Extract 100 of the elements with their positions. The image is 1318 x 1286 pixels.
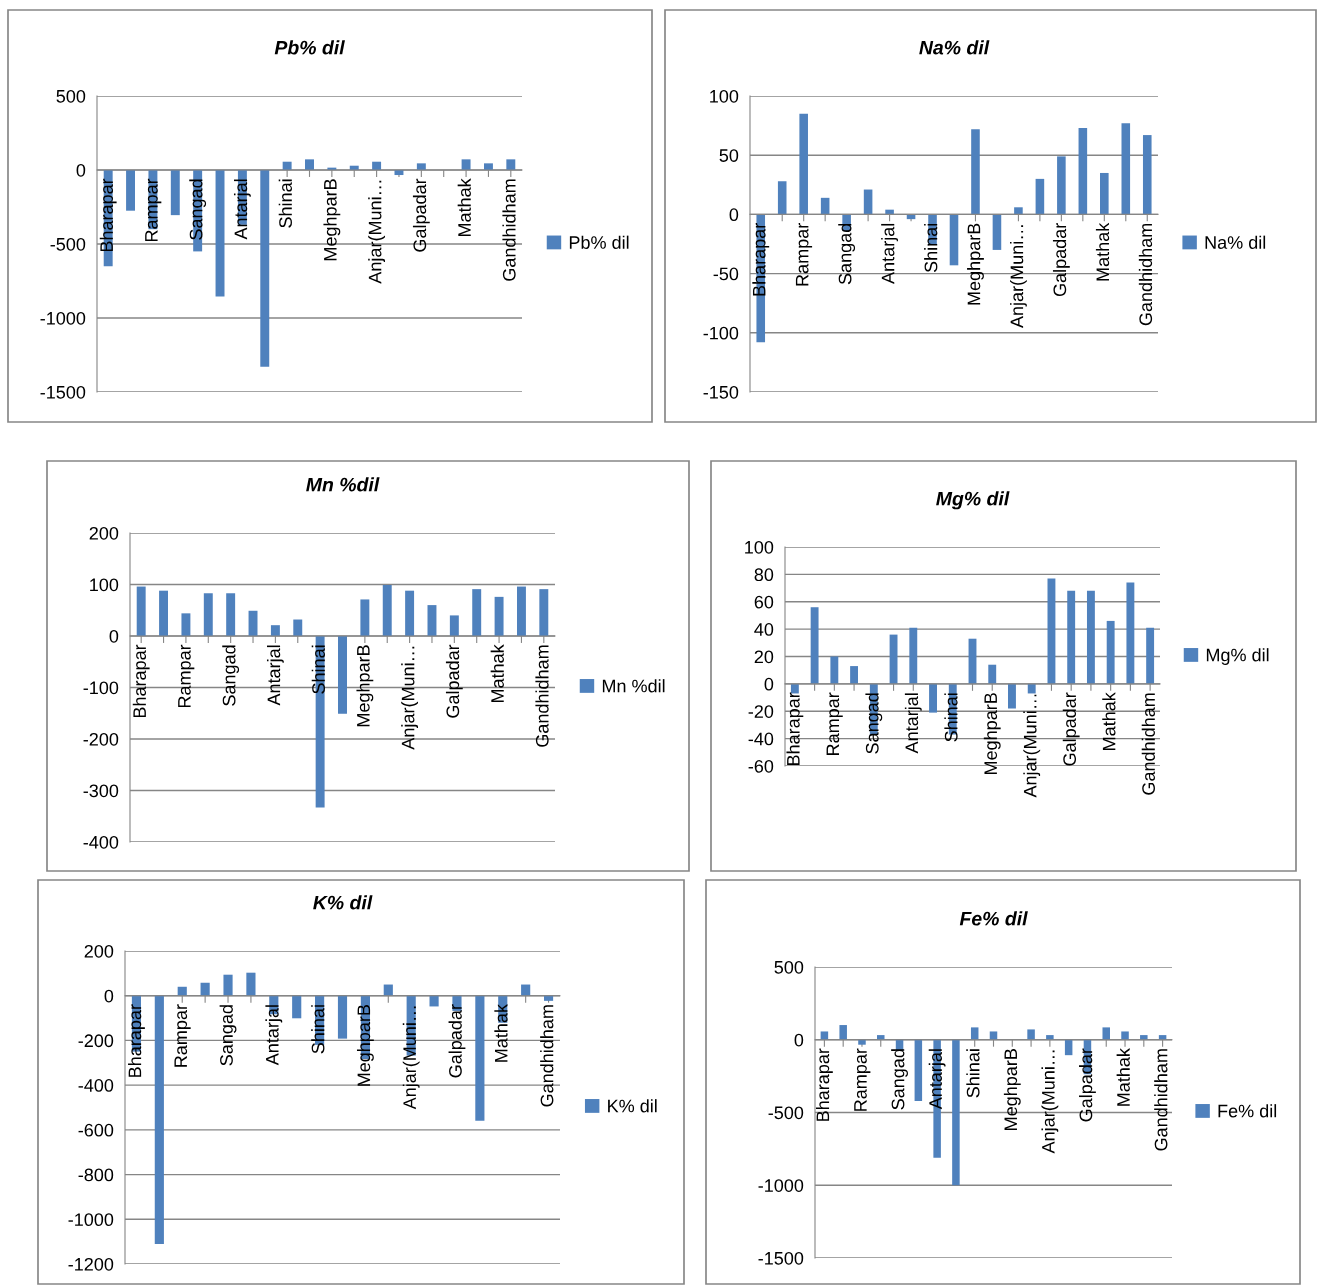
bar xyxy=(181,613,191,636)
bar xyxy=(226,593,236,636)
bar xyxy=(989,1031,998,1040)
y-tick-label: 0 xyxy=(794,1033,804,1047)
y-tick-label: -50 xyxy=(713,267,739,281)
x-tick-label: Sangad xyxy=(865,693,883,754)
y-tick-label: -500 xyxy=(50,237,86,251)
x-tick-label: Anjar(Muni… xyxy=(368,180,386,284)
bar xyxy=(1102,1027,1110,1040)
x-tick-label: Rampar xyxy=(174,1004,191,1067)
bar xyxy=(305,159,314,170)
x-tick-label: Anjar(Muni… xyxy=(1010,225,1027,329)
y-tick-label: -200 xyxy=(78,1034,114,1048)
y-tick-label: -100 xyxy=(83,681,119,695)
bar xyxy=(136,586,146,636)
y-tick-label: 0 xyxy=(76,163,86,177)
bar xyxy=(1106,620,1115,684)
bar xyxy=(159,590,169,636)
x-tick-label: Shinai xyxy=(311,1005,325,1054)
bar xyxy=(270,625,280,636)
bar xyxy=(970,1027,979,1040)
y-tick-label: 200 xyxy=(89,526,119,540)
y-tick-label: 500 xyxy=(56,89,86,103)
x-tick-label: Antarjal xyxy=(904,693,922,754)
bar xyxy=(494,596,504,636)
bar xyxy=(863,189,873,215)
x-tick-label: Antarjal xyxy=(265,1005,283,1066)
y-tick-label: -500 xyxy=(768,1106,804,1120)
x-tick-label: Shinai xyxy=(944,693,958,742)
x-tick-label: Anjar(Muni… xyxy=(1041,1050,1059,1154)
y-tick-label: -600 xyxy=(78,1123,114,1137)
bar xyxy=(1046,1035,1054,1040)
x-tick-label: Mathak xyxy=(1116,1048,1130,1106)
bar xyxy=(200,982,210,996)
bar xyxy=(1057,156,1066,215)
chart-title: Mn %dil xyxy=(306,477,380,492)
bar xyxy=(820,197,830,215)
x-tick-label: MeghparB xyxy=(356,645,374,727)
bar xyxy=(543,995,554,1001)
bar xyxy=(1067,590,1076,684)
bar xyxy=(971,129,980,215)
bar xyxy=(1078,127,1088,215)
x-tick-label: Rampar xyxy=(854,1048,871,1111)
bar xyxy=(449,615,459,636)
x-tick-label: MeghparB xyxy=(1003,1049,1021,1130)
y-tick-label: -400 xyxy=(83,835,119,849)
bar xyxy=(952,1039,960,1186)
x-tick-label: MeghparB xyxy=(356,1004,374,1086)
y-tick-label: 100 xyxy=(745,540,774,554)
x-tick-label: Mathak xyxy=(457,178,471,237)
x-tick-label: Gandhidham xyxy=(535,645,549,747)
bar xyxy=(427,605,437,636)
bar xyxy=(516,586,526,636)
x-tick-label: Sangad xyxy=(189,179,207,240)
x-tick-label: Bharapar xyxy=(752,223,770,296)
bar xyxy=(360,599,370,636)
bar xyxy=(799,113,808,215)
legend-label: Mn %dil xyxy=(602,679,665,693)
bar xyxy=(475,995,485,1121)
bar xyxy=(839,1025,847,1040)
y-tick-label: -300 xyxy=(83,784,119,798)
bar xyxy=(929,683,937,713)
chart-title: Pb% dil xyxy=(274,40,345,55)
x-tick-label: Sangad xyxy=(838,223,856,285)
x-tick-label: Sangad xyxy=(222,645,240,706)
bar xyxy=(293,619,303,636)
bar xyxy=(154,995,164,1244)
x-tick-label: Antarjal xyxy=(233,179,251,240)
legend-label: Fe% dil xyxy=(1218,1104,1277,1118)
y-tick-label: 100 xyxy=(710,89,739,103)
bar xyxy=(877,1035,885,1040)
y-tick-label: -1000 xyxy=(68,1213,114,1227)
y-tick-label: 0 xyxy=(104,989,114,1003)
bar xyxy=(1014,207,1023,215)
x-tick-label: Galpadar xyxy=(1062,692,1080,766)
bar xyxy=(223,974,233,996)
y-tick-label: 40 xyxy=(754,623,774,636)
x-tick-label: Anjar(Muni… xyxy=(401,646,419,750)
bar xyxy=(246,972,256,996)
bar xyxy=(777,181,787,215)
x-tick-label: Gandhidham xyxy=(1138,223,1153,326)
y-tick-label: 80 xyxy=(754,568,774,582)
x-tick-label: Rampar xyxy=(795,223,813,286)
bar xyxy=(126,170,136,211)
chart-title: K% dil xyxy=(313,895,373,910)
bar xyxy=(429,995,439,1007)
bar xyxy=(1142,135,1152,215)
x-tick-label: Galpadar xyxy=(412,178,430,252)
x-tick-label: Gandhidham xyxy=(1154,1049,1168,1151)
bar xyxy=(889,634,898,684)
bar xyxy=(810,607,819,684)
x-tick-label: Sangad xyxy=(891,1049,908,1110)
y-tick-label: 200 xyxy=(84,944,114,958)
legend-label: Pb% dil xyxy=(569,235,629,249)
legend-label: K% dil xyxy=(608,1099,657,1113)
bar xyxy=(1027,1029,1035,1040)
bar xyxy=(260,170,270,367)
y-tick-label: -800 xyxy=(78,1168,114,1182)
y-tick-label: -200 xyxy=(83,732,119,746)
x-tick-label: Rampar xyxy=(145,178,162,242)
